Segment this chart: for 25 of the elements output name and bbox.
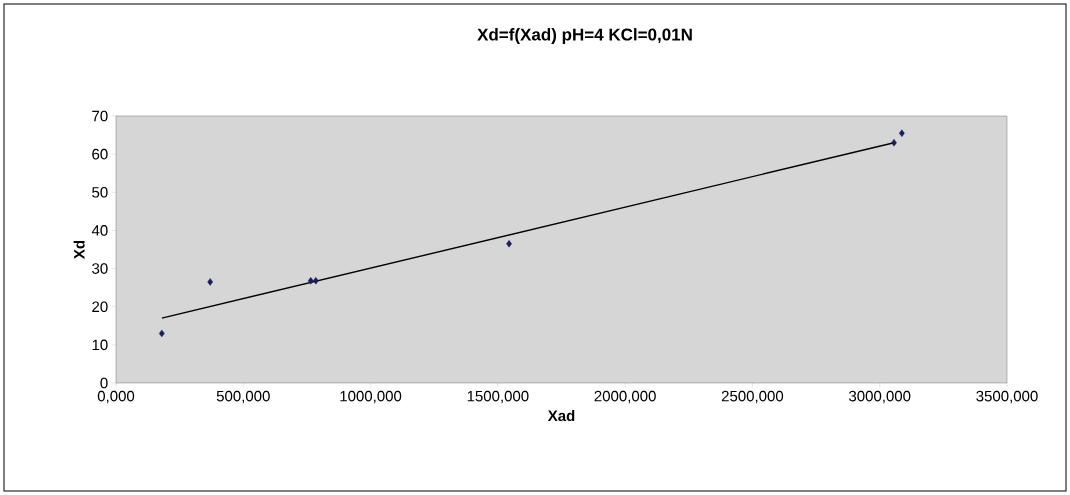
point [899, 129, 905, 137]
y-tick-label: 70 [92, 110, 108, 122]
x-tick-label: 3000,000 [849, 390, 911, 404]
point [307, 277, 314, 285]
point [207, 278, 214, 286]
y-tick-label: 60 [92, 148, 108, 160]
x-tick-label: 500,000 [216, 390, 270, 404]
y-tick-label: 40 [91, 225, 108, 236]
chart-title: Xd=f(Xad) pH=4 KCl=0,01N [477, 28, 692, 44]
y-tick-label: 0 [100, 377, 108, 389]
x-tick-label: 1500,000 [467, 390, 529, 404]
y-tick-label: 20 [92, 301, 108, 313]
y-tick-label: 10 [92, 339, 108, 351]
x-axis-title: Xad [547, 410, 575, 422]
point [891, 139, 897, 147]
y-tick-label: 30 [92, 263, 108, 274]
x-tick-label: 1000,000 [340, 390, 402, 404]
point [313, 277, 319, 285]
x-tick-label: 3500,000 [976, 390, 1038, 404]
y-tick-label: 50 [92, 186, 108, 198]
point [506, 240, 512, 248]
x-tick-label: 0,000 [97, 390, 135, 404]
x-tick-label: 2000,000 [594, 390, 656, 404]
y-axis-title: Xd [73, 240, 85, 259]
x-tick-label: 2500,000 [721, 390, 784, 404]
